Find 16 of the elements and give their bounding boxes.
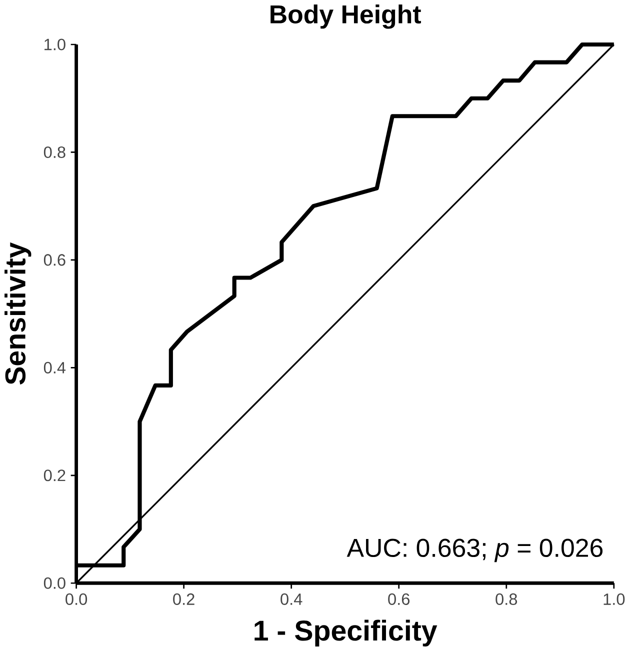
x-tick-label: 0.4 [280, 593, 302, 605]
y-tick-label: 0.0 [44, 577, 66, 589]
y-tick-label: 0.8 [44, 146, 66, 158]
x-tick-label: 0.6 [388, 593, 410, 605]
y-tick-label: 0.6 [44, 254, 66, 266]
y-tick-label: 0.4 [44, 362, 66, 374]
x-tick-label: 0.8 [496, 593, 518, 605]
y-axis-title: Sensitivity [4, 242, 32, 385]
y-tick-label: 1.0 [44, 38, 66, 50]
x-axis-title: 1 - Specificity [254, 620, 438, 646]
x-tick-label: 0.2 [173, 593, 194, 605]
annotation: AUC: 0.663; p = 0.026 [346, 538, 603, 562]
x-tick-label: 0.0 [66, 593, 88, 605]
x-tick-label: 1.0 [604, 593, 625, 605]
chart-title: Body Height [270, 4, 422, 29]
y-tick-label: 0.2 [44, 470, 66, 482]
